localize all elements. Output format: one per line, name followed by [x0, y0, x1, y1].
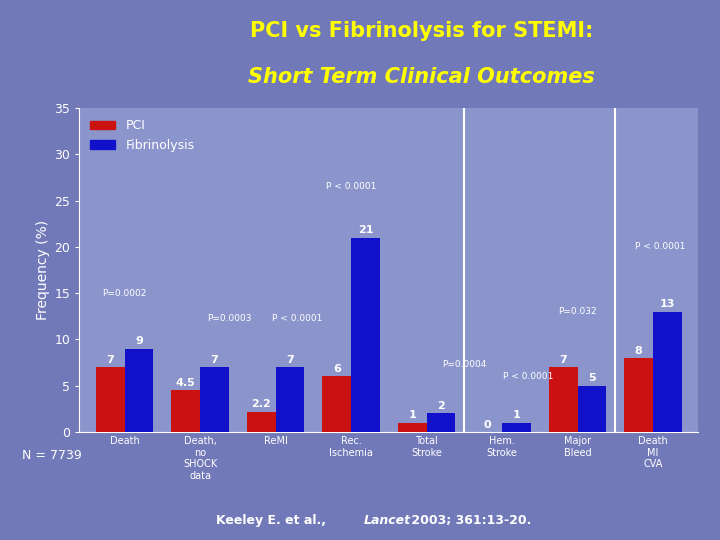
- Text: P < 0.0001: P < 0.0001: [326, 183, 377, 191]
- Bar: [577, 386, 606, 432]
- Text: PCI vs Fibrinolysis for STEMI:: PCI vs Fibrinolysis for STEMI:: [250, 21, 593, 41]
- Bar: [323, 376, 351, 432]
- Text: P=0.0004: P=0.0004: [442, 360, 487, 369]
- Y-axis label: Frequency (%): Frequency (%): [36, 220, 50, 320]
- Bar: [653, 312, 682, 432]
- Text: 7: 7: [559, 355, 567, 365]
- Bar: [125, 349, 153, 432]
- Text: 9: 9: [135, 336, 143, 346]
- Text: 13: 13: [660, 299, 675, 309]
- Text: Lancet: Lancet: [364, 514, 410, 527]
- Bar: [426, 414, 455, 432]
- Bar: [276, 367, 305, 432]
- Text: 2003; 361:13-20.: 2003; 361:13-20.: [407, 514, 531, 527]
- Text: 4.5: 4.5: [176, 378, 196, 388]
- Bar: [171, 390, 200, 432]
- Text: 6: 6: [333, 364, 341, 374]
- Text: 2.2: 2.2: [251, 399, 271, 409]
- Text: P < 0.0001: P < 0.0001: [636, 242, 686, 252]
- Bar: [247, 411, 276, 432]
- Text: 5: 5: [588, 373, 595, 383]
- Bar: [398, 423, 426, 432]
- Text: 21: 21: [358, 225, 373, 235]
- Legend: PCI, Fibrinolysis: PCI, Fibrinolysis: [86, 114, 199, 157]
- Text: 7: 7: [107, 355, 114, 365]
- Bar: [549, 367, 577, 432]
- Text: P < 0.0001: P < 0.0001: [271, 314, 322, 323]
- Text: P=0.032: P=0.032: [558, 307, 597, 316]
- Text: 7: 7: [286, 355, 294, 365]
- Bar: [200, 367, 229, 432]
- Bar: [624, 358, 653, 432]
- Text: 7: 7: [210, 355, 218, 365]
- Text: P < 0.0001: P < 0.0001: [503, 372, 554, 381]
- Text: 2: 2: [437, 401, 445, 411]
- Bar: [502, 423, 531, 432]
- Text: 0: 0: [484, 420, 492, 430]
- Text: P=0.0002: P=0.0002: [102, 289, 146, 298]
- Text: P=0.0003: P=0.0003: [207, 314, 252, 323]
- Text: Keeley E. et al.,: Keeley E. et al.,: [216, 514, 330, 527]
- Bar: [351, 238, 379, 432]
- Text: N = 7739: N = 7739: [22, 449, 81, 462]
- Text: 1: 1: [513, 410, 521, 421]
- Text: 8: 8: [635, 346, 643, 356]
- Text: Short Term Clinical Outcomes: Short Term Clinical Outcomes: [248, 67, 595, 87]
- Text: 1: 1: [408, 410, 416, 421]
- Bar: [96, 367, 125, 432]
